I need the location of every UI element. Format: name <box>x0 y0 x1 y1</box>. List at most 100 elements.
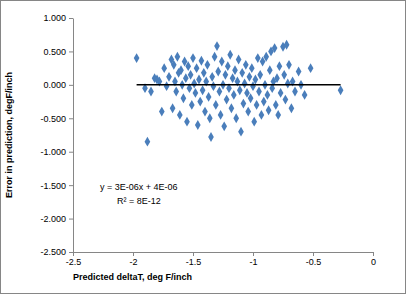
scatter-point <box>289 103 295 113</box>
plot-area <box>134 40 344 147</box>
scatter-point <box>266 105 272 115</box>
scatter-point <box>159 107 165 117</box>
scatter-point <box>239 68 245 78</box>
x-tick-mark <box>253 252 254 256</box>
scatter-point <box>274 73 280 83</box>
y-tick: 1.000 <box>43 13 73 23</box>
x-tick: -1.5 <box>186 252 202 267</box>
y-tick: -1.000 <box>40 147 73 157</box>
scatter-point <box>231 90 237 100</box>
scatter-point <box>338 85 344 95</box>
x-tick-mark <box>73 252 74 256</box>
scatter-point <box>283 95 289 105</box>
scatter-point <box>207 113 213 123</box>
x-axis: -2.5 -2 -1.5 -1 -0.5 0 <box>66 252 376 267</box>
scatter-point <box>230 73 236 83</box>
scatter-point <box>251 117 257 127</box>
scatter-point <box>267 65 273 75</box>
x-tick: -0.5 <box>306 252 322 267</box>
scatter-point <box>227 50 233 60</box>
scatter-point <box>249 63 255 73</box>
scatter-point <box>223 70 229 80</box>
scatter-point <box>245 107 251 117</box>
scatter-point <box>215 67 221 77</box>
scatter-point <box>256 87 262 97</box>
scatter-point <box>221 121 227 131</box>
scatter-point <box>177 110 183 120</box>
y-tick: 0.000 <box>43 80 73 90</box>
y-tick-mark <box>69 85 73 86</box>
scatter-point <box>202 107 208 117</box>
scatter-point <box>184 117 190 127</box>
scatter-point <box>214 41 220 51</box>
scatter-point <box>229 103 235 113</box>
scatter-point <box>175 52 181 62</box>
scatter-point <box>173 87 179 97</box>
scatter-point <box>183 73 189 83</box>
scatter-point <box>278 88 284 98</box>
annotation: R² = 8E-12 <box>117 196 161 206</box>
scatter-point <box>209 72 215 82</box>
scatter-point <box>190 53 196 63</box>
x-tick: -2.5 <box>66 252 82 267</box>
scatter-point <box>236 55 242 65</box>
scatter-point <box>197 97 203 107</box>
scatter-point <box>265 90 271 100</box>
scatter-point <box>308 63 314 73</box>
annotation: y = 3E-06x + 4E-06 <box>100 182 178 192</box>
scatter-point <box>296 67 302 77</box>
x-axis-title: Predicted deltaT, deg F/inch <box>73 272 192 282</box>
y-tick-label: -1.500 <box>40 181 66 191</box>
scatter-point <box>285 79 291 89</box>
scatter-point <box>224 95 230 105</box>
y-tick: -2.000 <box>40 214 73 224</box>
y-axis-title: Error in prediction, degF/inch <box>4 72 14 198</box>
scatter-point <box>217 87 223 97</box>
y-tick-mark <box>69 185 73 186</box>
scatter-point <box>208 132 214 142</box>
y-tick: -1.500 <box>40 181 73 191</box>
scatter-point <box>259 110 265 120</box>
scatter-point <box>292 87 298 97</box>
scatter-point <box>194 63 200 73</box>
y-tick-mark <box>69 51 73 52</box>
scatter-point <box>238 127 244 137</box>
y-tick-label: -1.000 <box>40 147 66 157</box>
y-tick-mark <box>69 18 73 19</box>
y-axis: 1.000 0.500 0.000 -0.500 -1.000 -1.500 -2.000 -… <box>40 13 73 257</box>
scatter-point <box>145 137 151 147</box>
x-axis-line <box>74 252 374 253</box>
x-tick-label: -0.5 <box>306 257 322 267</box>
scatter-point <box>241 99 247 109</box>
y-axis-line <box>73 19 74 253</box>
scatter-point <box>253 75 259 85</box>
scatter-point <box>185 61 191 71</box>
x-tick: -2 <box>129 252 137 267</box>
scatter-point <box>263 52 269 62</box>
scatter-point <box>181 93 187 103</box>
scatter-point <box>161 63 167 73</box>
x-tick-mark <box>313 252 314 256</box>
scatter-point <box>206 92 212 102</box>
x-tick-label: -1.5 <box>186 257 202 267</box>
trend-line <box>137 84 341 86</box>
scatter-point <box>255 53 261 63</box>
x-tick: 0 <box>371 252 376 267</box>
scatter-point <box>218 110 224 120</box>
scatter-point <box>166 72 172 82</box>
x-tick-label: -2 <box>129 257 137 267</box>
scatter-point <box>205 60 211 70</box>
scatter-point <box>178 65 184 75</box>
y-tick-mark <box>69 118 73 119</box>
scatter-point <box>201 68 207 78</box>
x-tick-mark <box>193 252 194 256</box>
y-tick-label: 0.500 <box>43 47 66 57</box>
x-tick-mark <box>133 252 134 256</box>
y-tick-label: -0.500 <box>40 114 66 124</box>
scatter-point <box>213 100 219 110</box>
scatter-point <box>148 87 154 97</box>
x-tick-label: 0 <box>371 257 376 267</box>
x-tick-mark <box>373 252 374 256</box>
y-tick-label: -2.500 <box>40 247 66 257</box>
x-tick-label: -1 <box>249 257 257 267</box>
